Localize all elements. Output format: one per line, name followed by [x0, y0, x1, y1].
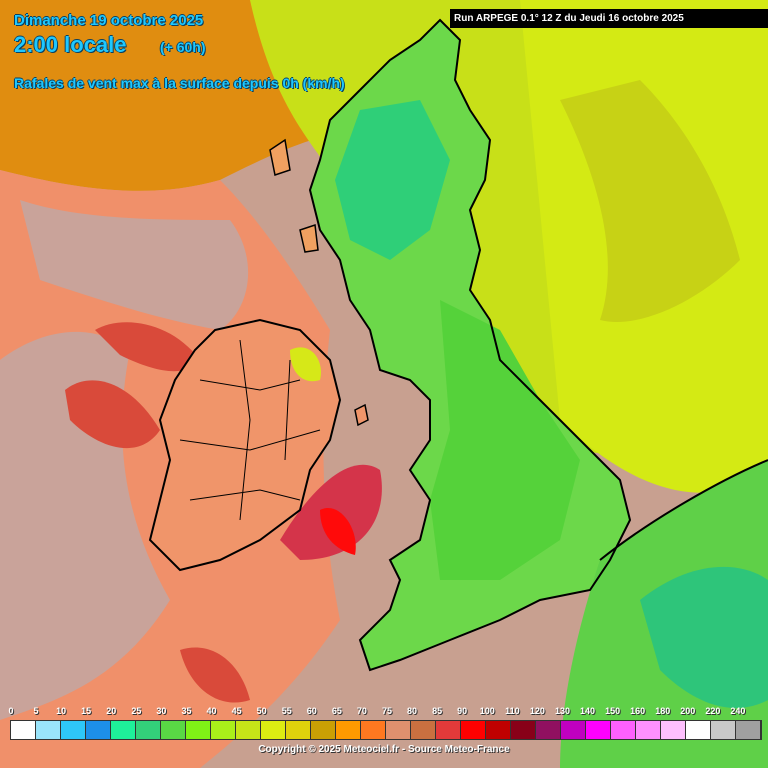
legend-swatch: [111, 721, 136, 739]
legend-tick-label: 20: [106, 706, 117, 716]
legend-tick-label: 100: [479, 706, 495, 716]
forecast-time: 2:00 locale: [14, 32, 127, 57]
forecast-lead-time: (+ 60h): [160, 39, 206, 55]
britain-interior: [430, 300, 580, 580]
legend-tick-label: 85: [432, 706, 443, 716]
field-pinkgrey-west: [0, 331, 170, 720]
gust-core-1: [95, 322, 200, 372]
legend-swatch: [486, 721, 511, 739]
britain-coastline: [308, 18, 632, 672]
legend-swatch: [186, 721, 211, 739]
legend-swatch: [61, 721, 86, 739]
legend-swatch: [586, 721, 611, 739]
legend-tick-label: 150: [605, 706, 621, 716]
legend-swatch: [236, 721, 261, 739]
legend-tick-label: 5: [33, 706, 39, 716]
legend-tick-label: 120: [529, 706, 545, 716]
legend-swatch: [361, 721, 386, 739]
hebrides: [269, 138, 319, 253]
legend-swatch: [86, 721, 111, 739]
ireland-counties: [179, 339, 321, 521]
legend-tick-label: 65: [331, 706, 342, 716]
legend-swatch: [511, 721, 536, 739]
legend-swatch: [661, 721, 686, 739]
gust-core-5: [180, 647, 250, 703]
legend-swatch: [286, 721, 311, 739]
legend-tick-label: 45: [231, 706, 242, 716]
legend-tick-label: 80: [407, 706, 418, 716]
parameter-title: Rafales de vent max à la surface depuis …: [14, 75, 345, 91]
legend-swatch: [561, 721, 586, 739]
legend-swatch: [11, 721, 36, 739]
legend-swatch: [736, 721, 761, 739]
legend-tick-label: 70: [356, 706, 367, 716]
forecast-date: Dimanche 19 octobre 2025: [14, 12, 204, 29]
legend-tick-label: 140: [580, 706, 596, 716]
legend-swatch: [161, 721, 186, 739]
gust-core-2: [65, 380, 160, 449]
legend-tick-label: 10: [56, 706, 67, 716]
legend-swatch: [211, 721, 236, 739]
legend-tick-label: 25: [131, 706, 142, 716]
legend-tick-label: 40: [206, 706, 217, 716]
legend-tick-label: 110: [505, 706, 520, 716]
britain-highlands: [335, 100, 450, 260]
isle-of-man: [354, 403, 369, 427]
legend-tick-label: 220: [705, 706, 721, 716]
legend-tick-label: 15: [81, 706, 92, 716]
legend-swatch: [436, 721, 461, 739]
legend-tick-label: 50: [256, 706, 267, 716]
legend-swatch: [311, 721, 336, 739]
legend-swatch: [136, 721, 161, 739]
legend-swatch: [711, 721, 736, 739]
legend-tick-label: 30: [156, 706, 167, 716]
legend-colorbar: [10, 720, 762, 740]
legend-swatch: [611, 721, 636, 739]
continent-teal: [640, 566, 768, 709]
legend-tick-label: 90: [457, 706, 468, 716]
field-east-olive: [560, 80, 740, 322]
legend-tick-label: 60: [306, 706, 317, 716]
ireland-land: [150, 320, 340, 570]
legend-swatch: [686, 721, 711, 739]
legend-swatch: [261, 721, 286, 739]
legend-tick-label: 75: [381, 706, 393, 716]
legend-swatch: [336, 721, 361, 739]
legend-tick-label: 240: [730, 706, 746, 716]
legend-tick-label: 200: [680, 706, 696, 716]
legend-tick-label: 35: [181, 706, 192, 716]
legend-tick-label: 0: [8, 706, 14, 716]
legend-tick-label: 180: [655, 706, 671, 716]
legend-swatch: [386, 721, 411, 739]
legend-tick-label: 130: [554, 706, 570, 716]
copyright-text: Copyright © 2025 Meteociel.fr - Source M…: [258, 744, 510, 755]
field-pinkgrey-north: [20, 200, 249, 330]
ireland-north: [290, 347, 321, 382]
model-run-label: Run ARPEGE 0.1° 12 Z du Jeudi 16 octobre…: [450, 9, 768, 28]
legend-tick-label: 160: [630, 706, 646, 716]
legend-swatch: [636, 721, 661, 739]
gust-core-4: [320, 508, 356, 555]
legend-swatch: [411, 721, 436, 739]
legend-tick-label: 55: [281, 706, 292, 716]
legend-swatch: [461, 721, 486, 739]
legend-swatch: [536, 721, 561, 739]
continent-coastline: [599, 459, 768, 561]
ireland-coastline: [148, 318, 342, 572]
legend-swatch: [36, 721, 61, 739]
